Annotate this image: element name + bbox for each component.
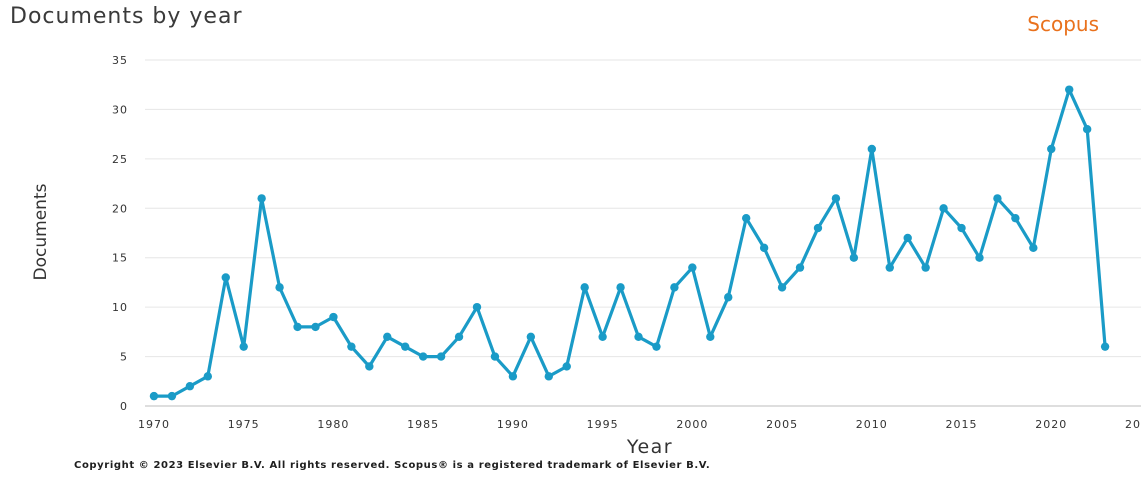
data-point[interactable] bbox=[257, 194, 266, 203]
data-point[interactable] bbox=[670, 283, 679, 292]
x-tick-label: 2000 bbox=[676, 418, 708, 431]
data-point[interactable] bbox=[867, 144, 877, 154]
data-point[interactable] bbox=[490, 352, 500, 361]
data-point[interactable] bbox=[831, 194, 841, 203]
data-point[interactable] bbox=[795, 263, 805, 272]
data-point[interactable] bbox=[275, 283, 284, 292]
x-tick-label: 2015 bbox=[946, 418, 978, 431]
data-point[interactable] bbox=[957, 223, 966, 233]
data-point[interactable] bbox=[813, 223, 823, 233]
y-tick-label: 25 bbox=[112, 153, 128, 166]
data-point[interactable] bbox=[885, 263, 894, 272]
series-layer bbox=[149, 85, 1110, 401]
data-point[interactable] bbox=[1029, 243, 1038, 253]
data-point[interactable] bbox=[383, 332, 392, 341]
data-point[interactable] bbox=[652, 342, 661, 351]
data-point[interactable] bbox=[526, 332, 536, 341]
data-point[interactable] bbox=[401, 342, 410, 351]
copyright-notice: Copyright © 2023 Elsevier B.V. All right… bbox=[74, 460, 711, 471]
grid-lines bbox=[145, 59, 1141, 407]
y-tick-label: 30 bbox=[112, 103, 128, 116]
x-tick-label: 2010 bbox=[856, 418, 888, 431]
data-point[interactable] bbox=[418, 352, 428, 361]
data-point[interactable] bbox=[706, 332, 715, 341]
data-point[interactable] bbox=[993, 194, 1002, 203]
data-point[interactable] bbox=[221, 273, 230, 282]
y-tick-label: 15 bbox=[112, 252, 128, 265]
data-point[interactable] bbox=[688, 263, 697, 272]
data-point[interactable] bbox=[903, 233, 912, 243]
y-tick-label: 20 bbox=[112, 202, 128, 215]
y-tick-label: 35 bbox=[112, 54, 128, 67]
data-point[interactable] bbox=[472, 302, 482, 312]
data-point[interactable] bbox=[293, 322, 302, 332]
x-tick-label: 1990 bbox=[497, 418, 529, 431]
data-point[interactable] bbox=[329, 312, 338, 322]
data-point[interactable] bbox=[634, 332, 643, 341]
data-point[interactable] bbox=[1047, 144, 1056, 154]
data-point[interactable] bbox=[1011, 213, 1020, 223]
data-point[interactable] bbox=[508, 372, 518, 381]
data-point[interactable] bbox=[1082, 125, 1092, 134]
data-point[interactable] bbox=[849, 253, 859, 262]
x-tick-label: 2020 bbox=[1035, 418, 1067, 431]
data-point[interactable] bbox=[598, 332, 607, 341]
data-point[interactable] bbox=[724, 293, 733, 302]
data-point[interactable] bbox=[454, 332, 464, 341]
data-point[interactable] bbox=[203, 372, 213, 381]
data-point[interactable] bbox=[544, 372, 553, 381]
y-tick-label: 5 bbox=[120, 351, 128, 364]
data-point[interactable] bbox=[759, 243, 769, 253]
x-axis-ticks: 1970 1975 1980 1985 1990 1995 2000 2005 2010 2015… bbox=[138, 418, 1141, 431]
series-line bbox=[152, 88, 1107, 398]
data-point[interactable] bbox=[921, 263, 930, 272]
data-point[interactable] bbox=[741, 213, 751, 223]
x-tick-label: 1975 bbox=[228, 418, 260, 431]
data-point[interactable] bbox=[939, 204, 948, 213]
y-tick-label: 0 bbox=[120, 400, 128, 413]
data-point[interactable] bbox=[562, 362, 571, 371]
x-tick-label: 2005 bbox=[766, 418, 798, 431]
data-point[interactable] bbox=[975, 253, 984, 262]
x-axis-title: Year bbox=[626, 436, 673, 458]
data-point[interactable] bbox=[436, 352, 446, 361]
data-point[interactable] bbox=[1100, 342, 1110, 351]
data-point[interactable] bbox=[311, 322, 320, 332]
data-point[interactable] bbox=[616, 283, 625, 292]
x-tick-label: 1970 bbox=[138, 418, 170, 431]
data-point[interactable] bbox=[149, 391, 159, 401]
data-point[interactable] bbox=[1065, 85, 1074, 94]
data-point[interactable] bbox=[580, 283, 589, 292]
data-point[interactable] bbox=[239, 342, 248, 351]
data-point[interactable] bbox=[167, 391, 177, 401]
data-point[interactable] bbox=[365, 362, 374, 371]
y-axis-ticks: 0 5 10 15 20 25 30 35 bbox=[112, 54, 128, 413]
x-tick-label: 1980 bbox=[317, 418, 349, 431]
x-tick-label: 1985 bbox=[407, 418, 439, 431]
y-axis-title: Documents bbox=[31, 183, 51, 280]
chart-title: Documents by year bbox=[10, 4, 243, 29]
scopus-brand-logo: Scopus bbox=[1027, 12, 1099, 36]
x-tick-label: 1995 bbox=[587, 418, 619, 431]
data-point[interactable] bbox=[347, 342, 356, 351]
data-point[interactable] bbox=[777, 283, 787, 292]
data-point[interactable] bbox=[185, 382, 195, 391]
y-tick-label: 10 bbox=[112, 301, 128, 314]
